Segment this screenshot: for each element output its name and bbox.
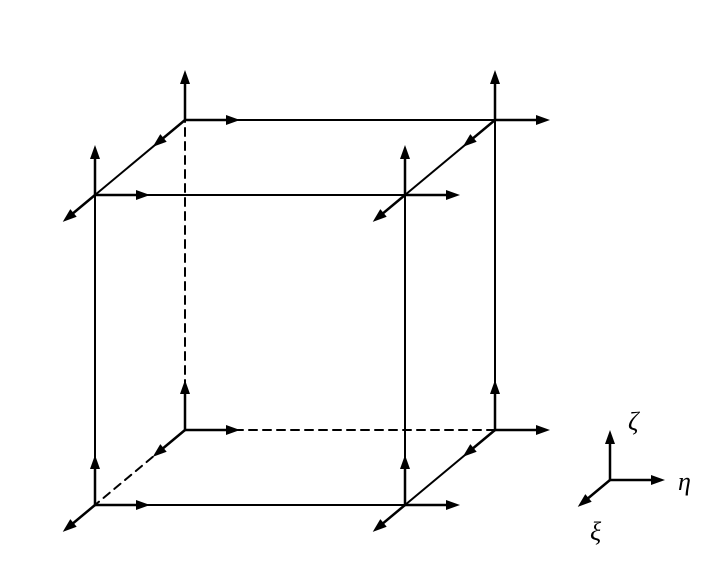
axis-label-zeta: ζ (628, 407, 640, 436)
axis-zeta (605, 430, 615, 480)
vertex-arrows-tlb (153, 70, 240, 147)
axis-label-xi: ξ (590, 517, 602, 546)
vertex-arrows-trb (463, 70, 550, 147)
cube-edges (95, 120, 495, 505)
vertex-arrows-trf (373, 145, 460, 222)
axis-label-eta: η (678, 467, 691, 496)
diagram-svg: ζ η ξ (0, 0, 721, 587)
axis-xi (578, 480, 610, 507)
axes-triad (578, 430, 665, 507)
vertex-arrows-brf (373, 455, 460, 532)
axis-eta (610, 475, 665, 485)
vertex-arrows-blf (63, 455, 150, 532)
vertex-dof-arrows (63, 70, 550, 532)
vertex-arrows-brb (463, 380, 550, 457)
vertex-arrows-blb (153, 380, 240, 457)
axis-labels: ζ η ξ (590, 407, 691, 546)
vertex-arrows-tlf (63, 145, 150, 222)
